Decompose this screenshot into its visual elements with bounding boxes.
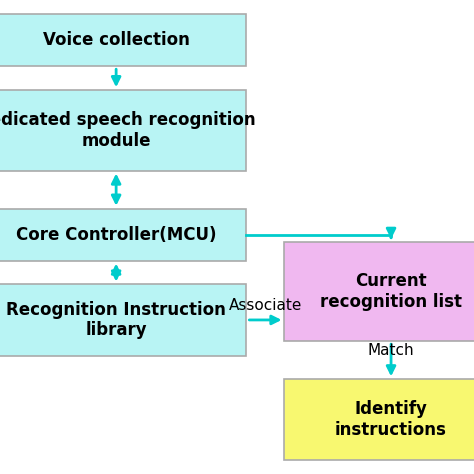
FancyBboxPatch shape bbox=[0, 90, 246, 171]
FancyBboxPatch shape bbox=[284, 242, 474, 341]
Text: Match: Match bbox=[368, 343, 414, 358]
Text: Dedicated speech recognition
module: Dedicated speech recognition module bbox=[0, 111, 256, 150]
FancyBboxPatch shape bbox=[0, 284, 246, 356]
Text: Current
recognition list: Current recognition list bbox=[320, 272, 462, 311]
Text: Identify
instructions: Identify instructions bbox=[335, 400, 447, 439]
Text: Voice collection: Voice collection bbox=[43, 31, 190, 49]
Text: Associate: Associate bbox=[229, 298, 302, 313]
FancyBboxPatch shape bbox=[0, 209, 246, 261]
FancyBboxPatch shape bbox=[284, 379, 474, 460]
FancyBboxPatch shape bbox=[0, 14, 246, 66]
Text: Core Controller(MCU): Core Controller(MCU) bbox=[16, 226, 216, 244]
Text: Recognition Instruction
library: Recognition Instruction library bbox=[6, 301, 226, 339]
